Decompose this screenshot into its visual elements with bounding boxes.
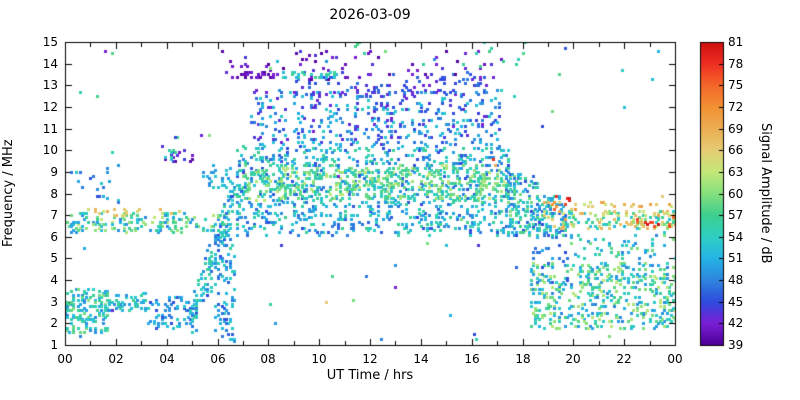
x-tick-label: 16 (464, 352, 480, 366)
x-tick-label: 04 (159, 352, 175, 366)
chart-title: 2026-03-09 (329, 7, 411, 23)
colorbar-label: Signal Amplitude / dB (758, 123, 773, 264)
x-tick-label: 10 (311, 352, 327, 366)
x-tick-label: 12 (362, 352, 378, 366)
x-tick-label: 00 (667, 352, 683, 366)
x-tick-label: 02 (108, 352, 124, 366)
x-tick-label: 08 (260, 352, 276, 366)
x-tick-label: 22 (616, 352, 632, 366)
y-tick-label: 5 (50, 251, 58, 265)
colorbar-tick-label: 72 (728, 100, 744, 114)
y-tick-label: 13 (42, 78, 58, 92)
colorbar-tick-label: 54 (728, 230, 744, 244)
y-tick-label: 6 (50, 230, 58, 244)
y-tick-label: 3 (50, 295, 58, 309)
colorbar-tick-label: 63 (728, 165, 744, 179)
colorbar-tick-label: 39 (728, 338, 744, 352)
y-tick-label: 8 (50, 187, 58, 201)
y-tick-label: 2 (50, 316, 58, 330)
colorbar-tick-label: 60 (728, 187, 744, 201)
y-tick-label: 10 (42, 143, 58, 157)
colorbar-tick-label: 57 (728, 208, 744, 222)
y-axis-label: Frequency / MHz (1, 139, 16, 248)
colorbar-tick-label: 78 (728, 57, 744, 71)
x-tick-label: 18 (515, 352, 531, 366)
colorbar-tick-label: 42 (728, 316, 744, 330)
x-axis-label: UT Time / hrs (326, 368, 414, 383)
colorbar-tick-label: 81 (728, 35, 744, 49)
y-tick-label: 7 (50, 208, 58, 222)
x-tick-label: 00 (57, 352, 73, 366)
colorbar-tick-label: 48 (728, 273, 744, 287)
y-tick-label: 14 (42, 57, 58, 71)
colorbar-tick-label: 51 (728, 251, 744, 265)
x-tick-label: 14 (413, 352, 429, 366)
y-tick-label: 15 (42, 35, 58, 49)
x-tick-label: 20 (565, 352, 581, 366)
y-tick-label: 12 (42, 100, 58, 114)
colorbar-tick-label: 69 (728, 122, 744, 136)
colorbar-tick-label: 45 (728, 295, 744, 309)
x-tick-label: 06 (210, 352, 226, 366)
y-tick-label: 9 (50, 165, 58, 179)
colorbar-tick-label: 75 (728, 78, 744, 92)
y-tick-label: 1 (50, 338, 58, 352)
y-tick-label: 4 (50, 273, 58, 287)
y-tick-label: 11 (42, 122, 58, 136)
colorbar-tick-label: 66 (728, 143, 744, 157)
